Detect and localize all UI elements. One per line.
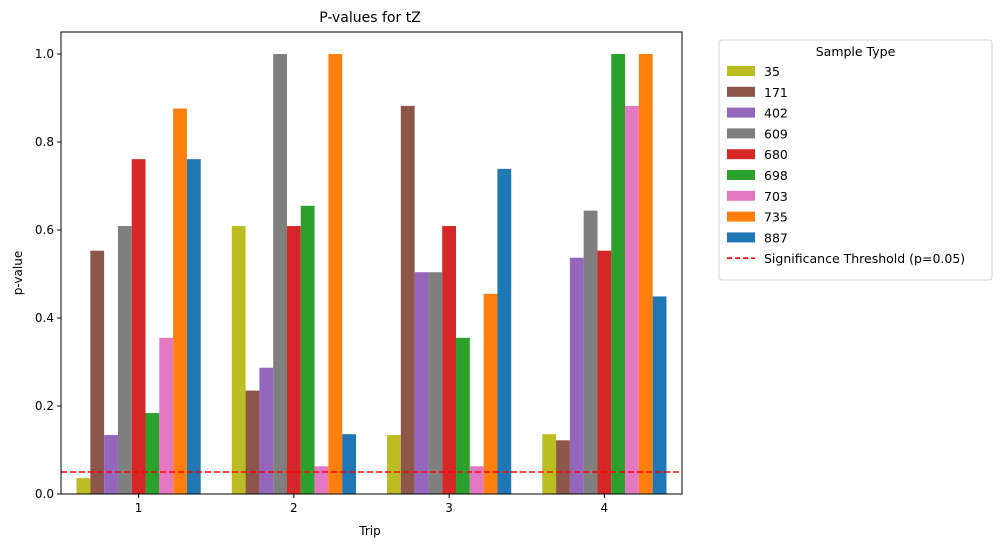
legend-label-735: 735 [764,210,788,225]
bar-series-35-trip-1 [76,478,91,494]
bar-series-171-trip-2 [245,390,260,494]
bar-series-887-trip-1 [186,159,201,494]
bar-series-887-trip-3 [497,168,512,494]
bar-series-171-trip-4 [556,440,570,494]
axes: 0.0 0.2 0.4 0.6 0.8 1.0 1 2 3 4 [35,31,683,515]
legend-swatch-171 [727,86,755,97]
legend-swatch-698 [727,170,755,180]
legend-label-35: 35 [764,64,780,79]
legend-label-703: 703 [764,189,788,204]
bar-series-887-trip-2 [342,434,356,494]
bar-series-609-trip-2 [273,54,287,494]
bar-series-735-trip-2 [328,54,343,494]
legend-swatch-703 [727,190,755,201]
bar-series-680-trip-3 [442,226,457,495]
legend-swatch-887 [727,232,755,243]
y-tick-label: 0.4 [35,311,54,325]
bar-series-735-trip-1 [173,108,187,494]
legend-label-887: 887 [764,230,788,245]
bar-series-703-trip-2 [314,466,329,494]
bar-series-609-trip-4 [583,210,598,494]
y-tick-label: 0.0 [35,487,54,501]
bar-series-703-trip-1 [159,337,174,494]
y-tick-label: 1.0 [35,47,54,61]
plot-area [61,54,682,495]
bar-series-402-trip-2 [259,367,274,494]
bar-series-171-trip-1 [90,250,105,494]
bar-series-609-trip-1 [117,226,132,495]
legend-swatch-680 [727,149,755,160]
legend-swatch-402 [727,107,755,118]
bar-series-402-trip-3 [414,272,429,494]
x-tick-label: 4 [601,501,609,515]
x-tick-label: 1 [135,501,143,515]
bar-series-402-trip-1 [104,435,118,494]
y-tick-label: 0.8 [35,135,54,149]
chart-title: P-values for tZ [319,10,421,26]
plot-frame [60,31,683,495]
legend-label-698: 698 [764,168,788,183]
legend-box [718,39,993,281]
legend-swatch-609 [727,128,755,139]
legend-swatch-35 [727,66,755,76]
x-tick-label: 3 [445,501,453,515]
bar-series-609-trip-3 [428,272,443,494]
bar-series-35-trip-2 [231,226,246,495]
legend-label-609: 609 [764,126,788,141]
bar-series-680-trip-2 [286,226,301,495]
legend-label-680: 680 [764,147,788,162]
legend-label-threshold: Significance Threshold (p=0.05) [764,251,965,266]
bar-series-680-trip-1 [131,159,146,494]
x-tick-label: 2 [290,501,298,515]
y-axis-title: p-value [11,251,25,295]
legend-title: Sample Type [816,44,896,59]
bar-series-171-trip-3 [400,105,415,495]
bar-series-402-trip-4 [569,257,584,494]
bar-series-698-trip-3 [456,337,470,494]
legend-label-171: 171 [764,85,788,100]
bar-series-698-trip-2 [300,205,315,495]
bar-series-680-trip-4 [597,250,612,494]
bar-series-703-trip-4 [625,105,639,495]
y-tick-label: 0.2 [35,399,54,413]
bar-series-735-trip-3 [483,293,498,494]
bar-series-698-trip-1 [145,413,160,494]
y-tick-label: 0.6 [35,223,54,237]
legend-swatch-735 [727,211,755,222]
bar-series-35-trip-3 [387,435,401,494]
legend-label-402: 402 [764,106,788,121]
bar-series-735-trip-4 [638,54,653,494]
bar-series-698-trip-4 [611,54,626,494]
bar-series-887-trip-4 [652,296,667,494]
bar-series-703-trip-3 [469,466,484,494]
x-axis-title: Trip [358,524,380,538]
bar-series-35-trip-4 [542,434,557,494]
legend: Sample Type 35 171 402 609 680 698 703 735 887 Sig… [718,39,993,281]
